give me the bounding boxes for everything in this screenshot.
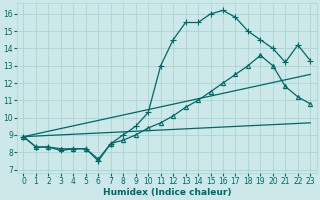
- X-axis label: Humidex (Indice chaleur): Humidex (Indice chaleur): [103, 188, 231, 197]
